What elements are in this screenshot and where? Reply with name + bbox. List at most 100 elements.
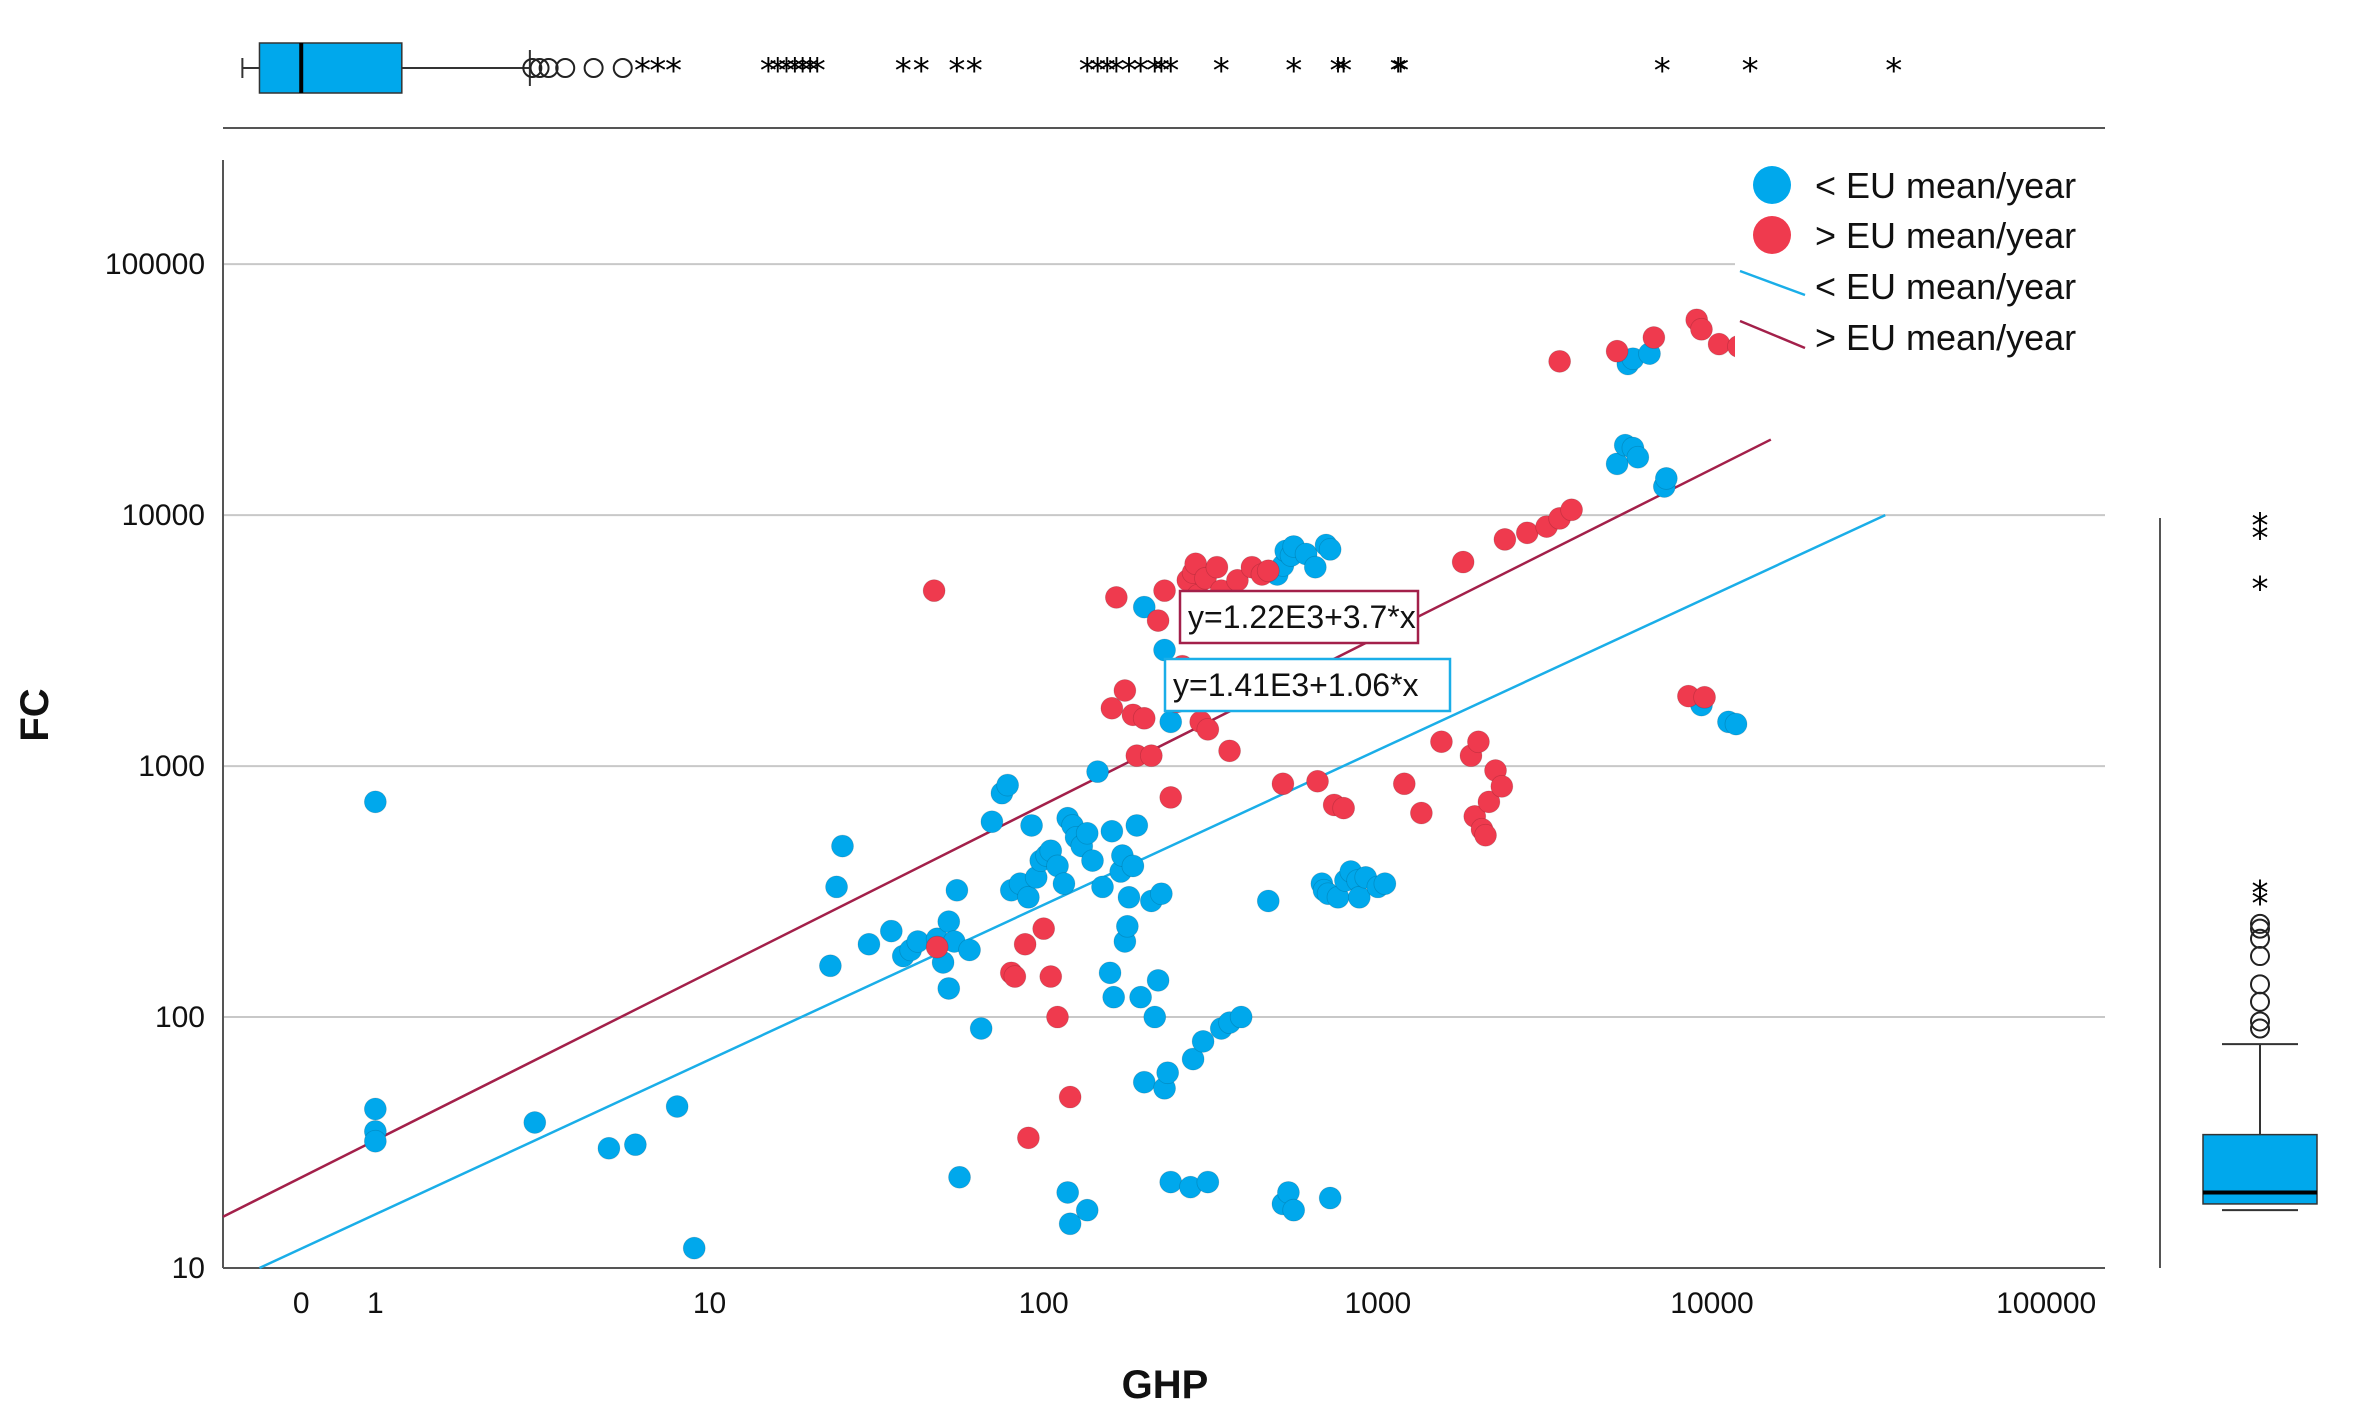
top-boxplot-outlier-circle: [522, 58, 543, 78]
legend-label-above-marker: > EU mean/year: [1815, 215, 2076, 256]
top-boxplot-outlier-star: *: [778, 51, 795, 91]
data-point-below: [1086, 760, 1109, 784]
data-point-above: [1205, 555, 1229, 579]
top-boxplot-outlier-star: *: [895, 51, 912, 91]
top-boxplot-outlier-star: *: [760, 51, 777, 91]
data-point-above: [1032, 917, 1056, 941]
top-boxplot-outlier-star: *: [1213, 51, 1230, 91]
x-tick-label: 10000: [1670, 1287, 1753, 1320]
equation-box-below: [1163, 657, 1452, 713]
data-point-below: [363, 790, 387, 814]
top-boxplot-outlier-star: *: [1392, 51, 1409, 91]
top-boxplot-outlier-star: *: [1108, 51, 1125, 91]
data-point-below: [1156, 1061, 1180, 1085]
data-point-above: [1196, 717, 1220, 741]
data-point-above: [1515, 521, 1539, 545]
top-boxplot-outlier-star: *: [948, 51, 965, 91]
data-point-above: [1690, 317, 1713, 341]
legend: < EU mean/year > EU mean/year < EU mean/…: [1735, 150, 2110, 375]
equation-box-above: [1178, 589, 1420, 645]
data-point-below: [1229, 1005, 1253, 1029]
data-point-above: [1490, 774, 1514, 798]
right-boxplot-outlier-circle: [2250, 928, 2270, 949]
top-boxplot-box: [258, 42, 403, 94]
data-point-above: [1132, 706, 1156, 730]
top-boxplot-outlier-star: *: [1162, 51, 1179, 91]
data-point-below: [1098, 961, 1122, 985]
top-boxplot: *** ******* * * * * ********* * * ** ** * * *: [241, 42, 1902, 94]
data-point-below: [1605, 452, 1629, 476]
data-point-below: [1256, 889, 1280, 913]
top-boxplot-outlier-star: *: [1120, 51, 1137, 91]
data-point-below: [818, 954, 842, 978]
data-point-above: [1477, 790, 1501, 814]
data-point-above: [1146, 609, 1170, 632]
fit-line-below: [258, 513, 1886, 1270]
data-point-below: [1143, 1005, 1167, 1029]
data-point-below: [523, 1111, 547, 1134]
right-boxplot-outlier-star: *: [2252, 518, 2269, 558]
data-point-above: [1218, 739, 1241, 763]
y-axis-label: FC: [13, 688, 57, 741]
data-point-above: [1113, 679, 1137, 702]
legend-line-below: [1739, 269, 1806, 297]
equation-label-above: y=1.22E3+3.7*x: [1188, 599, 1416, 635]
data-point-below: [958, 938, 981, 962]
x-tick-labels: 0 1 10 100 1000 10000 100000: [293, 1287, 2096, 1320]
data-point-below: [1132, 1070, 1156, 1094]
x-tick-label: 1000: [1344, 1287, 1411, 1320]
x-tick-label: 10: [693, 1287, 726, 1320]
right-boxplot-outlier-circle: [2250, 913, 2270, 934]
data-point-below: [857, 932, 881, 956]
data-point-below: [831, 834, 854, 858]
right-boxplot-outlier-star: *: [2252, 873, 2269, 913]
data-point-above: [1493, 528, 1517, 551]
top-boxplot-outlier-star: *: [966, 51, 983, 91]
data-point-below: [1132, 595, 1156, 619]
right-boxplot: *****: [2202, 506, 2318, 1212]
equation-labels: y=1.41E3+1.06*x y=1.22E3+3.7*x: [1163, 589, 1452, 713]
top-boxplot-outlier-star: *: [1330, 51, 1347, 91]
data-point-above: [1605, 339, 1629, 363]
data-point-below: [1318, 1186, 1342, 1210]
top-boxplot-outlier-star: *: [1146, 51, 1163, 91]
data-point-below: [1115, 914, 1139, 938]
y-tick-label: 10000: [122, 499, 205, 532]
data-point-below: [1016, 885, 1040, 909]
data-point-above: [1104, 585, 1128, 609]
data-point-below: [945, 878, 969, 902]
legend-background: [1735, 150, 2110, 375]
top-boxplot-outlier-star: *: [1285, 51, 1302, 91]
data-point-below: [1100, 819, 1124, 843]
legend-marker-below: [1753, 166, 1791, 204]
data-point-below: [1075, 821, 1099, 845]
top-boxplot-outlier-star: *: [1079, 51, 1096, 91]
data-point-below: [1159, 710, 1183, 734]
data-point-above: [1392, 772, 1416, 796]
data-point-below: [948, 1165, 971, 1189]
data-point-above: [1039, 965, 1063, 988]
equation-label-below: y=1.41E3+1.06*x: [1173, 667, 1419, 703]
data-point-below: [1153, 638, 1176, 662]
data-point-below: [1075, 1198, 1099, 1222]
right-boxplot-outlier-circle: [2250, 991, 2270, 1012]
data-point-above: [1430, 730, 1453, 754]
top-boxplot-outlier-star: *: [913, 51, 930, 91]
data-point-above: [925, 935, 949, 959]
top-boxplot-outlier-circle: [612, 58, 633, 78]
y-tick-label: 100: [155, 1001, 205, 1034]
data-point-below: [1149, 882, 1173, 906]
top-boxplot-outlier-circle: [538, 58, 559, 78]
right-boxplot-outlier-circle: [2250, 1018, 2270, 1039]
data-point-below: [906, 930, 930, 953]
data-point-below: [1125, 814, 1149, 837]
legend-label-above-line: > EU mean/year: [1815, 317, 2076, 358]
data-point-below: [996, 773, 1020, 797]
data-point-above: [1474, 823, 1497, 847]
top-boxplot-outlier-star: *: [1089, 51, 1106, 91]
data-point-above: [922, 579, 946, 603]
top-boxplot-outlier-circle: [555, 58, 576, 78]
data-point-below: [969, 1017, 993, 1040]
data-point-below: [1146, 968, 1170, 992]
